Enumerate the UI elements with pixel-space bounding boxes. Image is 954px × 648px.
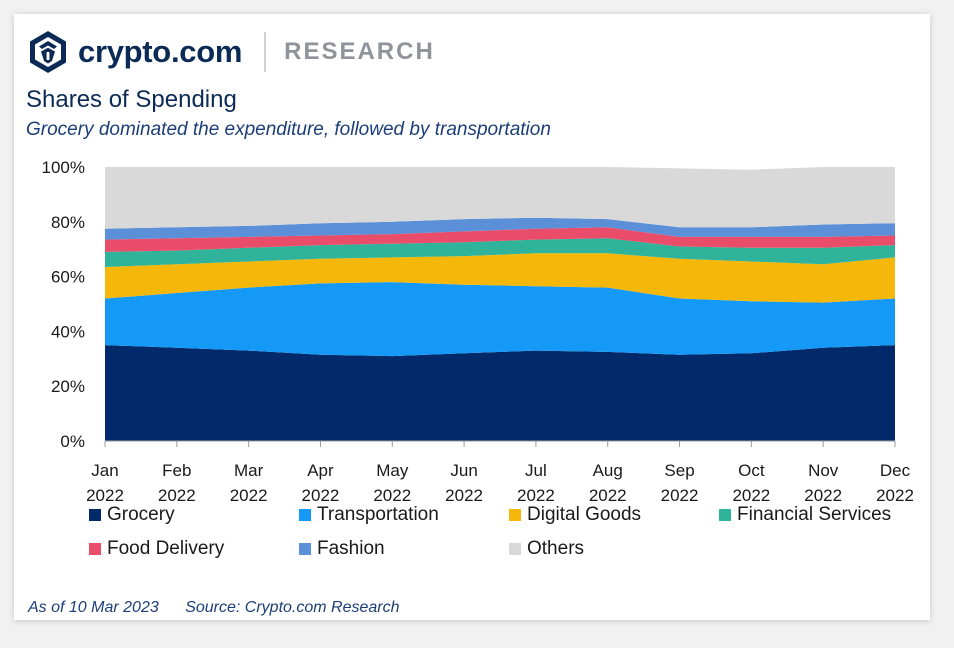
y-tick-label: 60% — [51, 268, 85, 287]
y-tick-label: 20% — [51, 377, 85, 396]
y-tick-label: 100% — [42, 158, 85, 177]
legend-label: Fashion — [317, 538, 385, 559]
chart-title: Shares of Spending — [26, 86, 237, 113]
legend-label: Grocery — [107, 504, 175, 525]
legend-label: Financial Services — [737, 504, 892, 525]
x-tick-label: Sep 2022 — [661, 461, 699, 505]
legend-swatch — [89, 543, 101, 555]
brand-divider — [264, 32, 267, 72]
legend-item-digital-goods: Digital Goods — [509, 504, 641, 526]
y-tick-label: 40% — [51, 322, 85, 341]
x-tick-label: Feb 2022 — [158, 461, 196, 505]
legend-swatch — [299, 543, 311, 555]
y-tick-label: 80% — [51, 213, 85, 232]
legend-swatch — [719, 509, 731, 521]
legend-label: Others — [527, 538, 585, 559]
chart-card: crypto.com RESEARCH Shares of Spending G… — [14, 14, 930, 620]
x-tick-label: Mar 2022 — [230, 461, 268, 505]
legend-item-grocery: Grocery — [89, 504, 175, 526]
legend-swatch — [509, 543, 521, 555]
legend-item-financial-services: Financial Services — [719, 504, 891, 526]
legend-swatch — [299, 509, 311, 521]
axes-group: 0% 20% 40% 60% 80% 100% Jan 2022 Feb 2022 Mar 2022 A… — [42, 158, 914, 505]
legend-label: Digital Goods — [527, 504, 642, 525]
x-tick-label: Jun 2022 — [445, 461, 483, 505]
crypto-com-logo-icon — [30, 31, 66, 73]
legend-item-food-delivery: Food Delivery — [89, 538, 224, 560]
brand-section: RESEARCH — [284, 38, 435, 65]
legend-item-transportation: Transportation — [299, 504, 439, 526]
legend-swatch — [509, 509, 521, 521]
brand-name: crypto.com — [78, 34, 243, 69]
x-tick-label: Dec 2022 — [876, 461, 914, 505]
stacked-area-chart: 0% 20% 40% 60% 80% 100% Jan 2022 Feb 2022 Mar 2022 A… — [42, 158, 914, 505]
source-note: Source: Crypto.com Research — [185, 599, 400, 616]
area-series-group — [105, 167, 895, 441]
x-tick-label: Jul 2022 — [517, 461, 555, 505]
legend-label: Food Delivery — [107, 538, 225, 559]
x-tick-label: Nov 2022 — [804, 461, 842, 505]
x-tick-label: Jan 2022 — [86, 461, 124, 505]
area-fashion — [105, 217, 895, 240]
chart-footer: As of 10 Mar 2023 Source: Crypto.com Res… — [28, 599, 400, 617]
x-tick-label: Aug 2022 — [589, 461, 627, 505]
legend-swatch — [89, 509, 101, 521]
chart-subtitle: Grocery dominated the expenditure, follo… — [26, 119, 551, 140]
legend-label: Transportation — [317, 504, 439, 525]
x-tick-label: May 2022 — [373, 461, 411, 505]
legend-item-fashion: Fashion — [299, 538, 385, 560]
area-others — [105, 167, 895, 229]
x-tick-label: Oct 2022 — [732, 461, 770, 505]
brand-header: crypto.com RESEARCH — [28, 29, 435, 75]
area-transportation — [105, 282, 895, 357]
x-tick-label: Apr 2022 — [302, 461, 340, 505]
as-of-date: As of 10 Mar 2023 — [28, 599, 159, 616]
y-tick-label: 0% — [60, 432, 85, 451]
area-financial-services — [105, 238, 895, 267]
legend-item-others: Others — [509, 538, 584, 560]
area-digital-goods — [105, 253, 895, 303]
area-grocery — [105, 345, 895, 441]
area-food-delivery — [105, 227, 895, 252]
